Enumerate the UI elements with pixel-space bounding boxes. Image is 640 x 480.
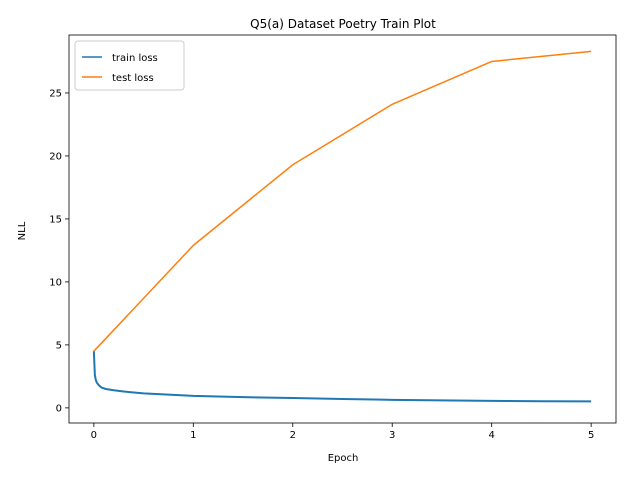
x-tick-label: 2 <box>290 430 296 441</box>
legend-label: test loss <box>112 73 154 84</box>
y-axis: 0 5 10 15 20 25 <box>49 88 69 414</box>
y-tick-label: 15 <box>49 214 62 225</box>
x-tick-label: 1 <box>190 430 196 441</box>
y-tick-label: 0 <box>56 403 62 414</box>
x-axis-label: Epoch <box>328 453 359 464</box>
x-axis: 0 1 2 3 4 5 <box>91 423 594 441</box>
y-tick-label: 25 <box>49 88 62 99</box>
x-tick-label: 0 <box>91 430 97 441</box>
y-tick-label: 10 <box>49 277 62 288</box>
plot-area <box>92 50 592 403</box>
plot-frame <box>68 34 617 424</box>
legend-label: train loss <box>112 53 158 64</box>
series-line-train-loss <box>92 351 592 403</box>
x-tick-label: 3 <box>389 430 395 441</box>
y-axis-label: NLL <box>17 221 28 240</box>
x-tick-label: 4 <box>488 430 494 441</box>
chart-title: Q5(a) Dataset Poetry Train Plot <box>250 17 436 31</box>
x-tick-label: 5 <box>588 430 594 441</box>
legend-box <box>74 40 185 91</box>
y-tick-label: 5 <box>56 340 62 351</box>
y-tick-label: 20 <box>49 151 62 162</box>
legend: train loss test loss <box>74 40 185 91</box>
series-line-test-loss <box>93 50 592 352</box>
